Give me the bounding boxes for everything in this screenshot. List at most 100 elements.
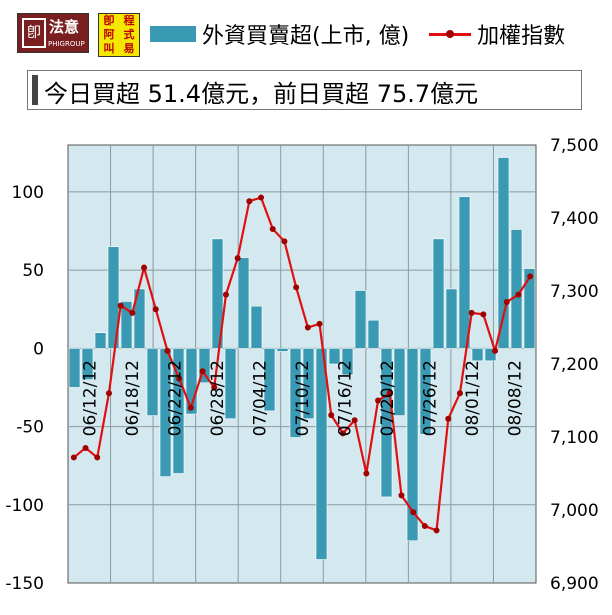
bar <box>380 348 393 498</box>
index-point <box>152 306 159 313</box>
x-tick-label: 07/04/12 <box>250 360 270 436</box>
index-point <box>258 194 265 201</box>
logo-char: 叫 <box>103 42 115 55</box>
bar <box>458 196 471 349</box>
bar <box>172 348 185 474</box>
index-point <box>339 430 346 437</box>
index-point <box>468 309 475 316</box>
index-point <box>187 404 194 411</box>
index-line-path <box>73 196 532 532</box>
logo-char: 易 <box>123 42 135 55</box>
legend-bar-swatch <box>150 26 196 42</box>
chart-legend: 外資買賣超(上市, 億) 加權指數 <box>150 16 565 52</box>
index-point <box>129 309 136 316</box>
bar <box>367 319 380 349</box>
index-point <box>410 509 417 516</box>
x-tick-label: 06/18/12 <box>123 360 143 436</box>
index-point <box>316 320 323 327</box>
bar <box>354 290 367 349</box>
bar <box>497 157 510 349</box>
x-tick-label: 06/28/12 <box>208 360 228 436</box>
index-point <box>141 264 148 271</box>
logo-char: 式 <box>123 28 135 41</box>
left-tick-label: -50 <box>16 418 44 438</box>
index-point <box>503 298 510 305</box>
index-line <box>70 194 534 534</box>
x-tick-label: 07/16/12 <box>336 360 356 436</box>
index-point <box>164 347 171 354</box>
bar <box>81 348 94 380</box>
bar <box>237 257 250 349</box>
bar <box>445 288 458 349</box>
index-point <box>456 390 463 397</box>
phigroup-logo: 卽 法意 PHIGROUP <box>17 13 89 53</box>
index-point <box>246 198 253 205</box>
bar <box>276 348 289 352</box>
program-trading-logo: 卽 程 阿 式 叫 易 <box>98 13 140 57</box>
index-point <box>445 415 452 422</box>
index-point <box>234 255 241 262</box>
grid <box>68 145 536 583</box>
bar <box>510 229 523 349</box>
bar <box>185 348 198 415</box>
index-point <box>269 225 276 232</box>
left-axis: -150 -100 -50 0 50 100 <box>5 183 44 594</box>
index-point <box>398 492 405 499</box>
bar <box>250 305 263 349</box>
left-tick-label: 0 <box>33 339 44 359</box>
index-point <box>527 273 534 280</box>
index-point <box>199 368 206 375</box>
logo-subtitle: PHIGROUP <box>48 40 85 48</box>
x-tick-label: 08/01/12 <box>463 360 483 436</box>
plot-area <box>67 144 537 584</box>
x-tick-label: 08/08/12 <box>506 360 526 436</box>
index-point <box>375 397 382 404</box>
bar <box>68 348 81 388</box>
right-tick-label: 7,000 <box>550 501 599 521</box>
x-tick-label: 06/22/12 <box>165 360 185 436</box>
legend-bar-label: 外資買賣超(上市, 億) <box>202 24 410 49</box>
bar <box>263 348 276 412</box>
bar <box>107 246 120 349</box>
right-tick-label: 6,900 <box>550 574 599 594</box>
x-tick-label: 07/10/12 <box>293 360 313 436</box>
bar <box>198 348 211 384</box>
left-tick-label: -150 <box>5 574 44 594</box>
index-point <box>94 454 101 461</box>
x-tick-label: 07/20/12 <box>378 360 398 436</box>
right-tick-label: 7,300 <box>550 282 599 302</box>
bar <box>341 348 354 376</box>
bar <box>393 348 406 416</box>
right-tick-label: 7,100 <box>550 428 599 448</box>
logo-char: 程 <box>123 14 135 27</box>
index-point <box>492 347 499 354</box>
bar <box>159 348 172 477</box>
bar <box>328 348 341 365</box>
x-axis: 06/12/12 06/18/12 06/22/12 06/28/12 07/04/12… <box>80 360 525 436</box>
bar <box>120 301 133 349</box>
bar <box>406 348 419 542</box>
right-tick-label: 7,200 <box>550 355 599 375</box>
index-point <box>82 444 89 451</box>
bar <box>419 348 432 435</box>
summary-banner: 今日買超 51.4億元，前日買超 75.7億元 <box>27 70 582 110</box>
bar <box>302 348 315 420</box>
index-point <box>117 302 124 309</box>
index-point <box>281 238 288 245</box>
bar <box>211 238 224 349</box>
right-tick-label: 7,500 <box>550 136 599 156</box>
index-point <box>211 384 218 391</box>
bar <box>315 348 328 560</box>
legend-line-label: 加權指數 <box>477 24 566 49</box>
legend-line-swatch <box>429 24 472 44</box>
bar <box>432 238 445 349</box>
index-point <box>293 284 300 291</box>
index-point <box>515 291 522 298</box>
index-point <box>433 527 440 534</box>
bar <box>523 268 536 349</box>
bar <box>94 332 107 349</box>
bar <box>471 348 484 362</box>
index-point <box>70 454 77 461</box>
left-tick-label: -100 <box>5 496 44 516</box>
